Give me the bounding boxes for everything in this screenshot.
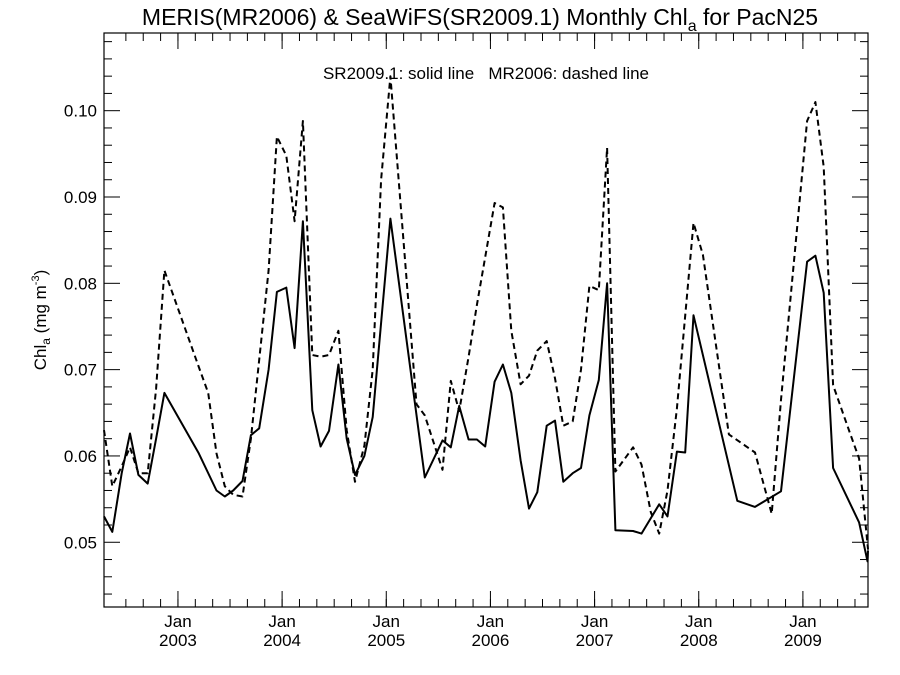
x-axis-ticks: Jan2003Jan2004Jan2005Jan2006Jan2007Jan20… — [125, 33, 856, 650]
x-tick-year-label: 2008 — [680, 631, 718, 650]
y-axis-label-subscript: a — [39, 338, 53, 345]
y-axis-ticks: 0.05 0.06 0.07 0.08 0.09 0.10 — [64, 41, 868, 595]
y-tick-label: 0.07 — [64, 361, 97, 380]
plot-frame — [103, 32, 869, 608]
y-axis-label-main: Chl — [31, 345, 50, 371]
chart-title-suffix: for PacN25 — [697, 4, 818, 30]
y-axis-label-close: ) — [31, 270, 50, 276]
x-tick-year-label: 2009 — [784, 631, 822, 650]
series-layer — [103, 75, 869, 563]
x-tick-year-label: 2007 — [576, 631, 614, 650]
y-tick-label: 0.08 — [64, 274, 97, 293]
x-tick-month-label: Jan — [164, 612, 191, 631]
x-tick-month-label: Jan — [685, 612, 712, 631]
x-tick-month-label: Jan — [581, 612, 608, 631]
y-axis-label: Chla (mg m-3) — [30, 270, 53, 371]
x-tick-month-label: Jan — [477, 612, 504, 631]
x-tick-year-label: 2006 — [472, 631, 510, 650]
x-tick-year-label: 2004 — [263, 631, 301, 650]
x-tick-year-label: 2003 — [159, 631, 197, 650]
y-tick-label: 0.09 — [64, 188, 97, 207]
chart-title: MERIS(MR2006) & SeaWiFS(SR2009.1) Monthl… — [142, 4, 818, 35]
series-line-sr2009 — [103, 217, 869, 563]
x-tick-year-label: 2005 — [367, 631, 405, 650]
y-axis-label-superscript: -3 — [30, 275, 42, 285]
chart-title-main: MERIS(MR2006) & SeaWiFS(SR2009.1) Monthl… — [142, 4, 688, 30]
series-line-mr2006 — [103, 75, 869, 550]
y-tick-label: 0.10 — [64, 102, 97, 121]
x-tick-month-label: Jan — [268, 612, 295, 631]
x-tick-month-label: Jan — [373, 612, 400, 631]
legend-note: SR2009.1: solid line MR2006: dashed line — [323, 64, 649, 83]
chart-title-subscript: a — [688, 18, 697, 35]
x-tick-month-label: Jan — [789, 612, 816, 631]
y-tick-label: 0.05 — [64, 533, 97, 552]
y-tick-label: 0.06 — [64, 447, 97, 466]
y-axis-label-units: (mg m — [31, 285, 50, 338]
